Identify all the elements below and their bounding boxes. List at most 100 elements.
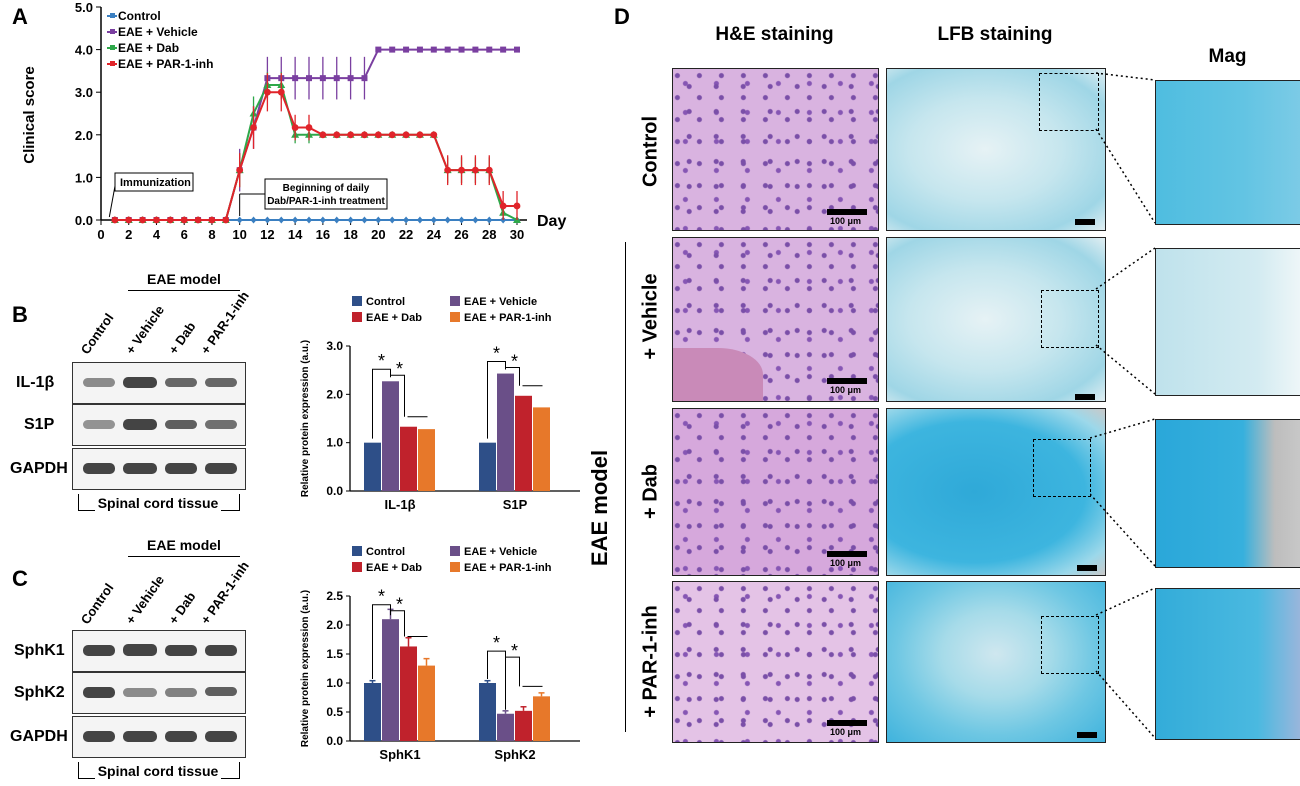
- significance-bracket: [487, 650, 506, 710]
- data-point: [139, 216, 147, 224]
- data-point: [430, 216, 437, 224]
- data-point: [499, 202, 507, 210]
- immunization-box: [114, 172, 194, 192]
- data-point: [486, 46, 493, 53]
- legend-label: Control: [118, 9, 161, 23]
- data-point: [444, 216, 451, 224]
- legend-label: EAE + PAR-1-inh: [464, 312, 552, 324]
- data-point: [208, 216, 216, 224]
- y-tick-label: 3.0: [75, 85, 93, 100]
- lane-label: Control: [77, 580, 117, 627]
- data-point: [389, 216, 396, 224]
- data-point: [361, 216, 368, 224]
- x-tick-label: 8: [208, 227, 215, 242]
- data-point: [485, 166, 493, 174]
- data-point: [472, 216, 479, 224]
- data-point: [222, 216, 230, 224]
- data-point: [374, 131, 382, 139]
- bar: [400, 426, 417, 491]
- y-axis-label: Relative protein expression (a.u.): [300, 340, 311, 497]
- legend-label: EAE + PAR-1-inh: [118, 57, 213, 71]
- legend-swatch: [450, 312, 460, 322]
- data-point: [500, 46, 507, 53]
- blot-row-label: GAPDH: [10, 728, 68, 745]
- tissue-label: Spinal cord tissue: [78, 495, 238, 511]
- x-tick-label: 14: [288, 227, 303, 242]
- y-tick-label: 3.0: [326, 339, 343, 353]
- bar: [382, 381, 399, 491]
- y-tick-label: 1.5: [326, 647, 343, 661]
- eae-model-bracket: [128, 556, 240, 557]
- blot-row-label: GAPDH: [10, 460, 68, 477]
- western-blot-strip: [72, 448, 246, 490]
- he-image-par: 100 μm: [672, 581, 879, 743]
- data-point: [125, 216, 133, 224]
- lane-label: + Dab: [165, 589, 199, 627]
- legend-label: EAE + Vehicle: [464, 296, 537, 308]
- x-tick-label: IL-1β: [384, 497, 415, 512]
- bar-chart-c: Control EAE + Vehicle EAE + Dab EAE + PAR-1…: [300, 546, 580, 762]
- data-point: [347, 75, 354, 82]
- x-axis-label: Day: [537, 213, 566, 230]
- data-point: [472, 46, 479, 53]
- y-tick-label: 1.0: [326, 676, 343, 690]
- lfb-image-vehicle: [886, 237, 1106, 402]
- legend-swatch: [450, 296, 460, 306]
- bar-chart-b: Control EAE + Vehicle EAE + Dab EAE + PAR-1…: [300, 296, 580, 512]
- bar: [364, 683, 381, 741]
- x-tick-label: S1P: [503, 497, 528, 512]
- significance-bracket: [505, 656, 520, 687]
- data-point: [430, 131, 438, 139]
- immunization-arrow: [108, 185, 116, 218]
- lane-label: + Vehicle: [122, 572, 168, 627]
- eae-group-bracket: [625, 242, 626, 732]
- data-point: [319, 216, 326, 224]
- legend-label: EAE + Dab: [366, 312, 422, 324]
- bar: [515, 395, 532, 491]
- data-point: [361, 131, 368, 139]
- legend-marker: [110, 45, 115, 50]
- x-tick-label: 22: [399, 227, 413, 242]
- lane-label: + PAR-1-inh: [197, 288, 252, 357]
- significance-bracket: [505, 366, 520, 386]
- blot-row-label: SphK2: [14, 684, 65, 701]
- lane-label: + Dab: [165, 319, 199, 357]
- significance-star: *: [396, 595, 403, 615]
- treatment-label: Dab/PAR-1-inh treatment: [267, 196, 385, 207]
- data-point: [180, 216, 188, 224]
- mag-image-vehicle: [1155, 248, 1300, 396]
- bar: [497, 373, 514, 491]
- magnification-connectors: [1090, 72, 1156, 739]
- data-point: [264, 88, 271, 96]
- bar: [418, 665, 435, 741]
- lane-label: + PAR-1-inh: [197, 558, 252, 627]
- y-tick-label: 2.0: [75, 128, 93, 143]
- data-point: [430, 46, 437, 53]
- western-blot-strip: [72, 404, 246, 446]
- y-axis-label: Clinical score: [21, 66, 38, 164]
- y-tick-label: 2.5: [326, 589, 343, 603]
- panel-label-a: A: [12, 4, 28, 29]
- data-point: [458, 216, 465, 224]
- legend-swatch: [352, 562, 362, 572]
- bar: [515, 710, 532, 741]
- data-point: [250, 124, 257, 131]
- data-point: [402, 131, 410, 139]
- legend-swatch: [352, 546, 362, 556]
- blot-row-label: S1P: [24, 416, 55, 433]
- col-header-mag: Mag: [1208, 46, 1247, 67]
- data-point: [278, 216, 285, 224]
- data-point: [194, 216, 202, 224]
- data-point: [458, 166, 465, 174]
- data-point: [514, 46, 520, 53]
- y-tick-label: 1.0: [75, 170, 93, 185]
- row-label-par: + PAR-1-inh: [639, 605, 662, 718]
- significance-star: *: [396, 359, 403, 379]
- eae-model-label: EAE model: [147, 537, 221, 553]
- legend-marker: [110, 61, 115, 66]
- y-tick-label: 5.0: [75, 0, 93, 15]
- legend-label: Control: [366, 546, 405, 558]
- mag-image-dab: [1155, 419, 1300, 568]
- data-point: [416, 216, 423, 224]
- data-point: [264, 216, 271, 224]
